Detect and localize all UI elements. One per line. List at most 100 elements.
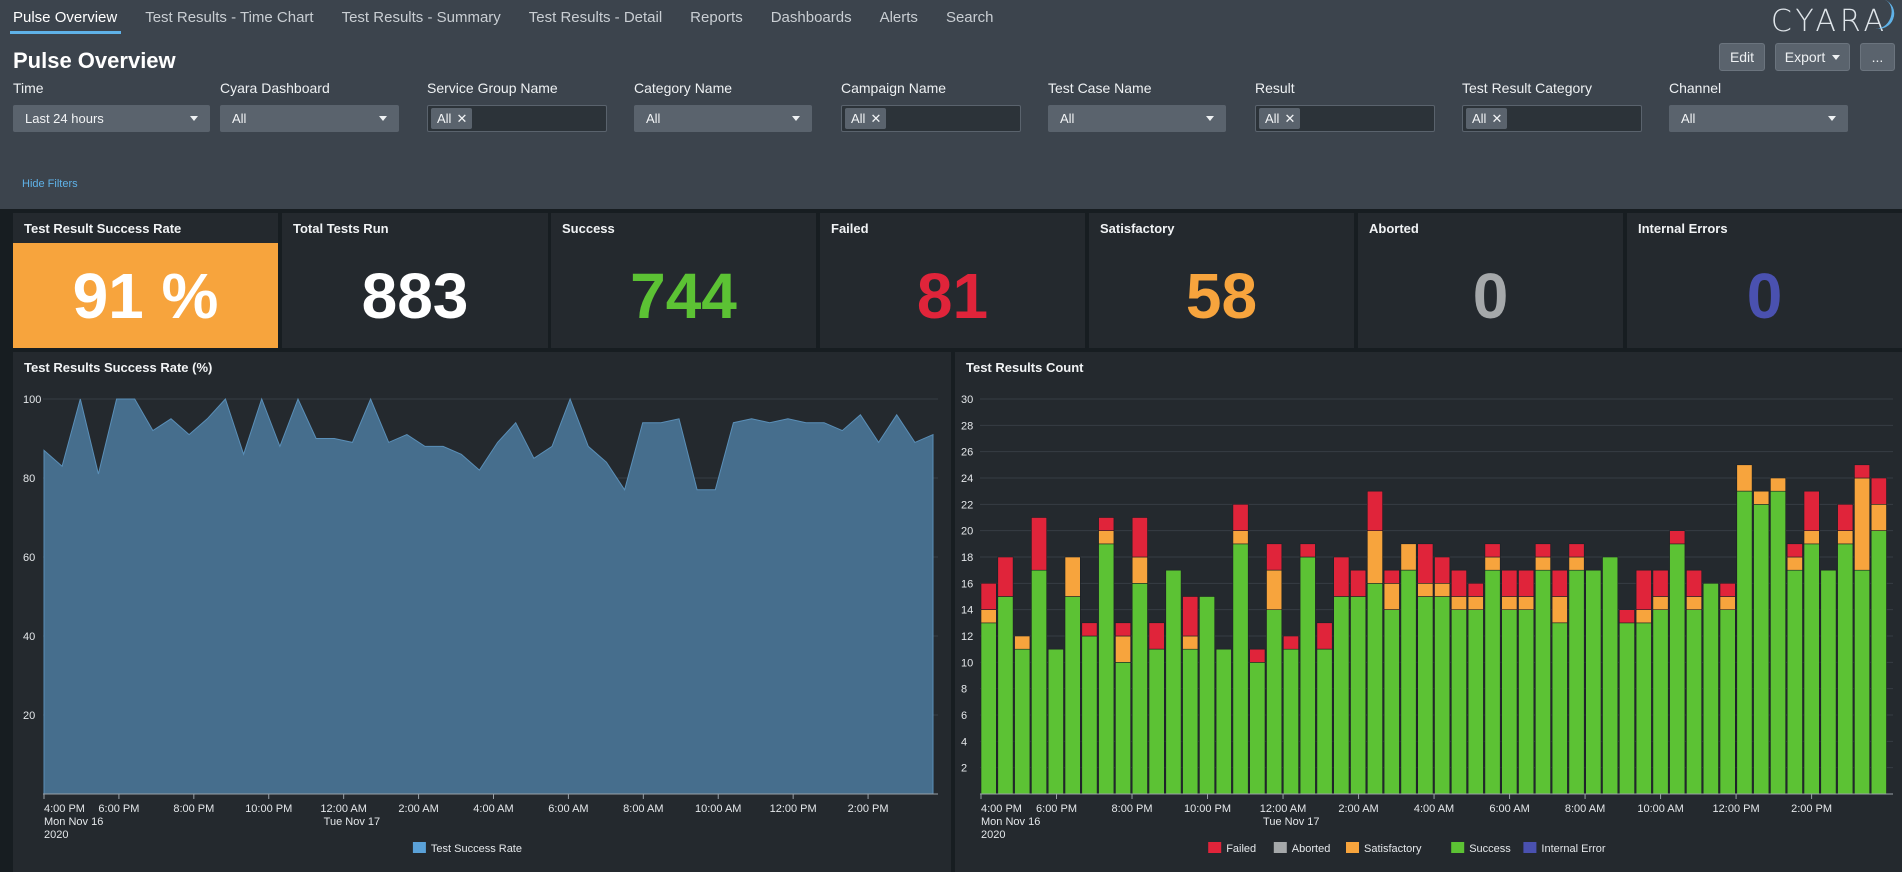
kpi-title: Success	[562, 221, 615, 236]
bar-segment	[1753, 490, 1770, 505]
service-group-multiselect[interactable]: All ✕	[427, 105, 607, 132]
tab-test-results-detail[interactable]: Test Results - Detail	[528, 8, 663, 26]
x-tick-label: 2:00 PM	[848, 803, 889, 815]
remove-chip-icon[interactable]: ✕	[870, 110, 882, 126]
bar-segment	[1736, 490, 1753, 795]
cyara-dashboard-select[interactable]: All	[220, 105, 399, 132]
bar-segment	[1282, 635, 1299, 650]
tab-test-results-summary[interactable]: Test Results - Summary	[341, 8, 501, 26]
bar-segment	[1686, 569, 1703, 597]
filter-label: Cyara Dashboard	[220, 80, 330, 96]
bar-segment	[1518, 569, 1535, 597]
remove-chip-icon[interactable]: ✕	[456, 110, 468, 126]
chip-label: All	[1265, 111, 1280, 126]
y-tick-label: 8	[961, 684, 967, 696]
tab-reports[interactable]: Reports	[690, 8, 743, 26]
x-tick-label: 12:00 AM	[1260, 803, 1306, 815]
filter-label: Test Result Category	[1462, 80, 1592, 96]
test-case-name-select[interactable]: All	[1048, 105, 1226, 132]
bar-segment	[1182, 648, 1199, 795]
legend-label: Internal Error	[1541, 843, 1606, 855]
bar-segment	[1249, 661, 1266, 795]
test-result-category-multiselect[interactable]: All ✕	[1462, 105, 1642, 132]
kpi-value: 0	[1746, 259, 1783, 332]
tab-pulse-overview[interactable]: Pulse Overview	[0, 0, 131, 34]
bar-segment	[1618, 609, 1635, 624]
bar-segment	[1014, 648, 1031, 795]
x-tick-label: 2:00 AM	[1338, 803, 1378, 815]
filter-test-result-category: Test Result Category All ✕	[1462, 80, 1642, 132]
category-name-select[interactable]: All	[634, 105, 812, 132]
filter-campaign-name: Campaign Name All ✕	[841, 80, 1021, 132]
hide-filters-link[interactable]: Hide Filters	[22, 178, 78, 190]
x-tick-label: 8:00 PM	[173, 803, 214, 815]
kpi-internal-errors: Internal Errors 0	[1627, 213, 1902, 348]
tab-test-results-time-chart[interactable]: Test Results - Time Chart	[145, 8, 314, 26]
bar-segment	[1299, 556, 1316, 795]
bar-segment	[1770, 490, 1787, 795]
y-tick-label: 24	[961, 473, 973, 485]
legend-label: Success	[1469, 843, 1511, 855]
bar-segment	[1484, 543, 1501, 558]
bar-segment	[1148, 622, 1165, 650]
kpi-satisfactory: Satisfactory 58	[1089, 213, 1354, 348]
result-multiselect[interactable]: All ✕	[1255, 105, 1435, 132]
legend-label: Satisfactory	[1364, 843, 1422, 855]
more-actions-button[interactable]: ...	[1860, 43, 1895, 71]
bar-segment	[1501, 609, 1518, 795]
bar-segment	[1131, 583, 1148, 795]
y-tick-label: 4	[961, 736, 967, 748]
bar-segment	[1064, 556, 1081, 597]
remove-chip-icon[interactable]: ✕	[1284, 110, 1296, 126]
tab-alerts[interactable]: Alerts	[879, 8, 918, 26]
bar-segment	[1854, 477, 1871, 571]
kpi-value: 744	[630, 259, 737, 332]
page-title: Pulse Overview	[13, 48, 176, 73]
bar-segment	[1366, 530, 1383, 584]
x-tick-label: 2:00 AM	[398, 803, 438, 815]
x-tick-label: 6:00 AM	[1489, 803, 1529, 815]
channel-select[interactable]: All	[1669, 105, 1848, 132]
chip-label: All	[437, 111, 452, 126]
x-tick-sublabel: Mon Nov 16	[44, 816, 103, 828]
bar-segment	[1652, 596, 1669, 610]
bar-segment	[1333, 556, 1350, 597]
bar-segment	[1870, 530, 1887, 795]
export-button[interactable]: Export	[1775, 43, 1850, 71]
bar-segment	[997, 556, 1014, 597]
bar-segment	[1165, 569, 1182, 795]
campaign-name-multiselect[interactable]: All ✕	[841, 105, 1021, 132]
bar-segment	[1534, 556, 1551, 571]
x-tick-label: 4:00 AM	[1414, 803, 1454, 815]
bar-segment	[1635, 622, 1652, 795]
bar-segment	[1148, 648, 1165, 795]
tab-search[interactable]: Search	[945, 8, 994, 26]
filter-label: Service Group Name	[427, 80, 558, 96]
bar-segment	[1551, 596, 1568, 624]
x-tick-label: 4:00 PM	[44, 803, 85, 815]
legend-swatch	[1451, 842, 1465, 853]
bar-segment	[1131, 556, 1148, 584]
remove-chip-icon[interactable]: ✕	[1491, 110, 1503, 126]
kpi-title: Satisfactory	[1100, 221, 1175, 236]
bar-segment	[1786, 556, 1803, 571]
bar-segment	[1450, 569, 1467, 597]
bar-segment	[1736, 464, 1753, 492]
bar-segment	[997, 596, 1014, 795]
x-tick-label: 4:00 AM	[473, 803, 513, 815]
bar-segment	[1854, 464, 1871, 479]
time-select[interactable]: Last 24 hours	[13, 105, 210, 132]
bar-segment	[1719, 583, 1736, 597]
x-tick-label: 6:00 AM	[548, 803, 588, 815]
legend-swatch	[1208, 842, 1222, 853]
x-tick-label: 8:00 PM	[1112, 803, 1153, 815]
edit-button[interactable]: Edit	[1719, 43, 1765, 71]
bar-segment	[1383, 609, 1400, 795]
filter-label: Result	[1255, 80, 1295, 96]
kpi-failed: Failed 81	[820, 213, 1085, 348]
tab-dashboards[interactable]: Dashboards	[770, 8, 852, 26]
bar-segment	[1467, 583, 1484, 597]
filter-chip: All ✕	[1259, 108, 1301, 129]
